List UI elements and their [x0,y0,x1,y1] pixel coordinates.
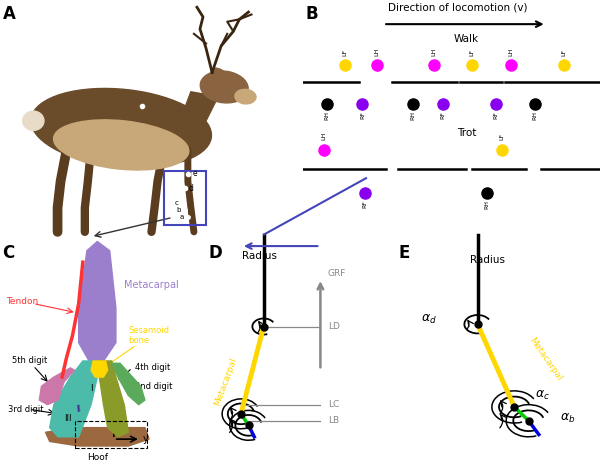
Text: e: e [193,169,197,178]
Text: B: B [306,5,319,23]
Text: E: E [398,244,409,262]
Text: LH: LH [321,132,326,140]
Ellipse shape [23,111,44,130]
Text: III: III [65,414,72,423]
Polygon shape [182,92,218,121]
Text: LH: LH [431,47,436,55]
Text: Metacarpal: Metacarpal [212,356,238,407]
Ellipse shape [200,71,248,103]
Text: Metacarpal: Metacarpal [527,335,563,382]
Text: RF: RF [363,200,368,208]
Polygon shape [46,428,149,446]
Text: D: D [209,244,223,262]
Text: Radius: Radius [470,255,505,265]
Text: RH: RH [410,111,415,120]
Text: Radius: Radius [242,251,277,261]
Text: Trot: Trot [457,128,476,138]
Text: y: y [143,434,149,444]
Text: I: I [90,384,92,393]
Polygon shape [50,361,100,437]
Ellipse shape [53,120,189,170]
Text: b: b [177,207,181,213]
Text: LC: LC [328,400,339,409]
Text: Direction of locomotion (v): Direction of locomotion (v) [388,2,527,12]
Text: RH: RH [532,111,537,120]
Text: 4th digit: 4th digit [134,363,170,372]
Polygon shape [100,361,128,437]
Text: LF: LF [499,133,505,140]
Text: Walk: Walk [454,34,479,44]
Text: A: A [3,5,16,23]
Text: II: II [76,405,82,414]
Text: RF: RF [494,111,499,119]
Bar [164,172,206,225]
Polygon shape [79,242,116,361]
Bar [74,421,147,448]
Text: RH: RH [485,200,490,210]
Ellipse shape [31,89,211,167]
Text: $\alpha_b$: $\alpha_b$ [560,412,575,425]
Text: RF: RF [440,111,445,119]
Text: 3rd digit: 3rd digit [8,405,44,414]
Text: $\alpha_d$: $\alpha_d$ [421,313,437,326]
Text: LH: LH [375,47,380,55]
Text: $\alpha_c$: $\alpha_c$ [535,389,550,402]
Text: LH: LH [508,47,514,55]
Text: C: C [2,244,14,262]
Text: 2nd digit: 2nd digit [134,382,172,391]
Text: Tendon: Tendon [6,297,38,306]
Text: LF: LF [562,48,567,55]
Text: LF: LF [342,48,347,55]
Text: GRF: GRF [328,269,346,278]
Ellipse shape [235,89,256,104]
Polygon shape [91,361,107,377]
Text: LB: LB [328,416,339,425]
Text: c: c [174,200,178,206]
Text: RH: RH [324,111,329,120]
Text: Hoof: Hoof [87,453,108,462]
Polygon shape [40,368,74,405]
Text: LD: LD [328,322,340,331]
Text: d: d [188,184,193,193]
Text: a: a [180,214,184,220]
Text: z: z [109,399,114,409]
Ellipse shape [211,68,225,77]
Polygon shape [112,363,145,405]
Text: 5th digit: 5th digit [13,356,47,365]
Text: LF: LF [470,48,475,55]
Text: RF: RF [360,111,365,119]
Text: Sesamoid
bone: Sesamoid bone [128,326,169,345]
Text: Metacarpal: Metacarpal [124,280,179,290]
